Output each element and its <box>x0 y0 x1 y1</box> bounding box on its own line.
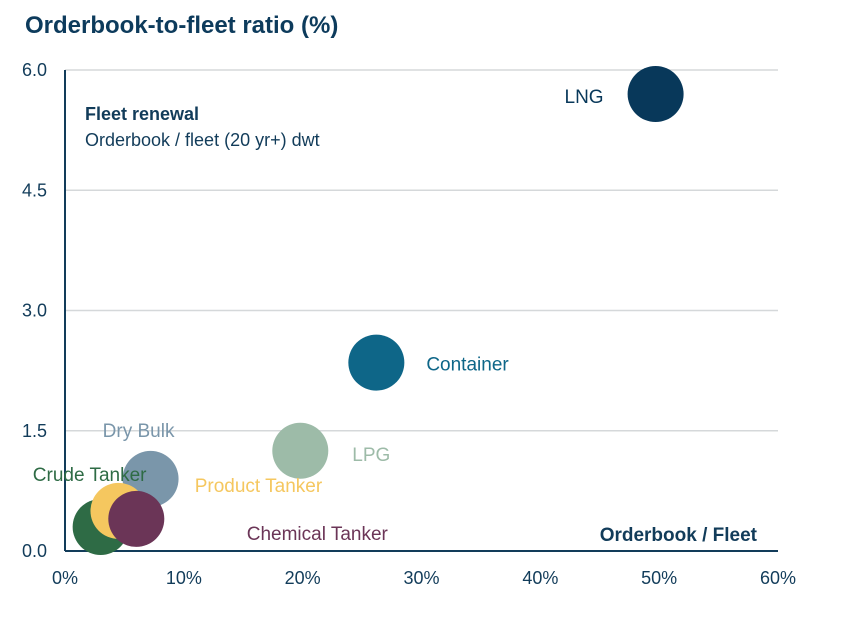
label-chemical-tanker: Chemical Tanker <box>247 524 389 545</box>
grid-lines <box>65 69 778 432</box>
x-tick-label: 0% <box>52 568 78 588</box>
data-points <box>72 66 684 555</box>
point-chemical-tanker <box>108 490 165 547</box>
axes <box>64 70 778 552</box>
annotation-subtitle: Orderbook / fleet (20 yr+) dwt <box>85 130 320 150</box>
label-lpg: LPG <box>352 445 390 466</box>
x-axis-label: Orderbook / Fleet <box>600 525 758 546</box>
y-tick-label: 1.5 <box>22 421 47 441</box>
chart-title: Orderbook-to-fleet ratio (%) <box>25 12 339 39</box>
label-product-tanker: Product Tanker <box>195 476 323 497</box>
x-tick-label: 60% <box>760 568 796 588</box>
y-axis-ticks: 0.0 1.5 3.0 4.5 6.0 <box>22 60 47 561</box>
y-tick-label: 3.0 <box>22 301 47 321</box>
label-lng: LNG <box>565 87 604 108</box>
point-labels: LNG Container LPG Dry Bulk Crude Tanker Produ… <box>33 87 604 545</box>
label-crude-tanker: Crude Tanker <box>33 465 147 486</box>
label-dry-bulk: Dry Bulk <box>103 421 175 442</box>
point-container <box>348 334 405 391</box>
annotation-title: Fleet renewal <box>85 104 199 124</box>
y-tick-label: 4.5 <box>22 180 47 200</box>
point-lng <box>627 66 684 123</box>
x-tick-label: 30% <box>403 568 439 588</box>
label-container: Container <box>426 355 509 376</box>
x-tick-label: 10% <box>166 568 202 588</box>
y-tick-label: 6.0 <box>22 60 47 80</box>
x-tick-label: 20% <box>285 568 321 588</box>
x-axis-ticks: 0% 10% 20% 30% 40% 50% 60% <box>52 568 796 588</box>
x-tick-label: 40% <box>522 568 558 588</box>
y-tick-label: 0.0 <box>22 541 47 561</box>
x-tick-label: 50% <box>641 568 677 588</box>
point-lpg <box>272 422 329 479</box>
